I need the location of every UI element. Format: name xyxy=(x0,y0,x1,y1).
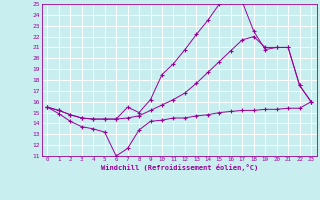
X-axis label: Windchill (Refroidissement éolien,°C): Windchill (Refroidissement éolien,°C) xyxy=(100,164,258,171)
